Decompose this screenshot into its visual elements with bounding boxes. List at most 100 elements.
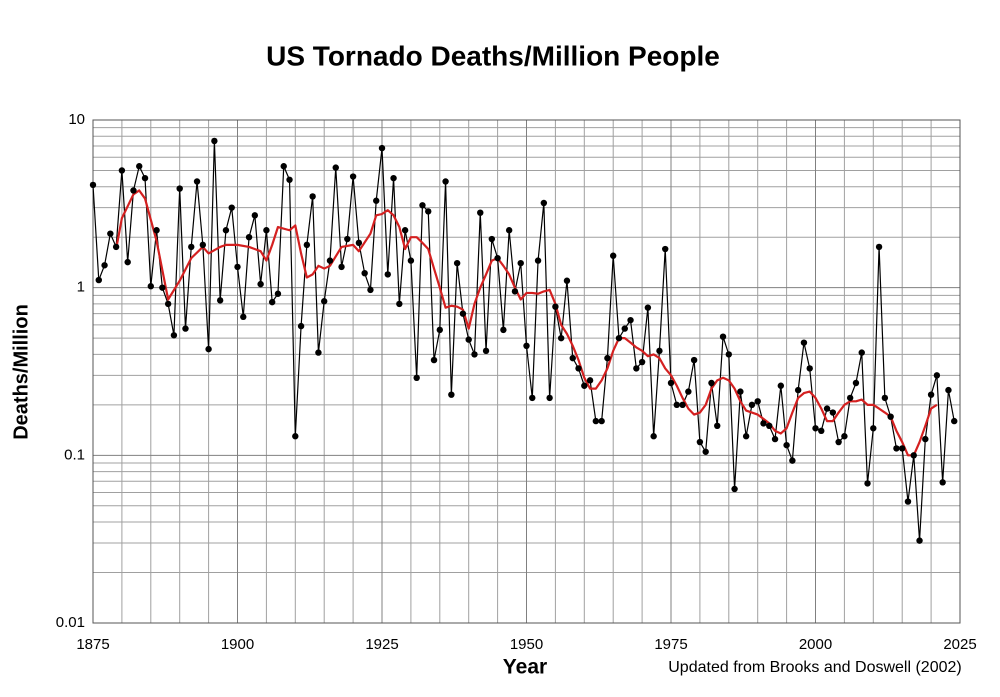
data-point <box>511 288 519 295</box>
x-tick-label: 2025 <box>943 636 976 653</box>
data-point <box>101 262 108 269</box>
data-point <box>893 445 900 452</box>
data-point <box>413 374 420 382</box>
data-point <box>841 433 848 440</box>
data-point <box>188 243 195 251</box>
data-point <box>829 409 837 416</box>
data-point <box>274 290 282 297</box>
data-point <box>939 479 946 486</box>
data-point <box>349 173 357 180</box>
data-point <box>494 254 501 262</box>
data-point <box>812 425 819 432</box>
data-point <box>708 379 715 387</box>
data-point <box>575 365 582 372</box>
data-point <box>904 498 912 505</box>
data-point <box>922 435 929 443</box>
data-point <box>159 284 166 291</box>
data-point <box>899 445 906 452</box>
data-point <box>471 351 478 358</box>
data-point <box>783 441 790 449</box>
data-point <box>760 420 767 427</box>
data-point <box>517 259 524 267</box>
data-point <box>858 349 865 356</box>
data-point <box>696 438 704 446</box>
data-line <box>92 140 955 542</box>
data-point <box>789 457 796 464</box>
x-tick-label: 1975 <box>654 636 687 653</box>
data-point <box>170 332 178 339</box>
data-point <box>818 427 825 435</box>
data-point <box>303 241 311 249</box>
data-point <box>245 233 253 241</box>
data-point <box>193 178 201 185</box>
data-point <box>211 137 218 145</box>
data-point <box>650 433 657 440</box>
data-point <box>176 185 183 192</box>
data-point <box>569 354 576 362</box>
data-point <box>321 298 328 305</box>
data-point <box>748 401 756 409</box>
y-tick-label: 1 <box>77 279 85 296</box>
data-point <box>136 163 143 170</box>
data-point <box>846 394 854 402</box>
data-point <box>742 433 750 440</box>
x-tick-label: 1925 <box>365 636 398 653</box>
data-point <box>702 448 709 455</box>
data-point <box>107 230 114 237</box>
data-point <box>448 391 455 398</box>
data-point <box>529 394 536 402</box>
data-point <box>361 269 368 277</box>
data-point <box>309 193 316 200</box>
data-point <box>592 417 600 425</box>
data-point <box>916 537 923 544</box>
data-point <box>615 334 623 342</box>
data-point <box>367 286 374 294</box>
data-point <box>338 263 345 271</box>
data-point <box>401 227 409 234</box>
data-point <box>685 388 692 395</box>
data-point <box>604 354 611 362</box>
data-point <box>482 347 490 355</box>
smoothed-line <box>115 189 938 457</box>
y-tick-label: 0.1 <box>64 446 85 463</box>
data-point <box>488 235 496 243</box>
data-point <box>881 394 889 402</box>
data-point <box>679 401 686 409</box>
data-point <box>89 181 97 189</box>
y-axis-label: Deaths/Million <box>10 304 32 440</box>
data-point <box>500 326 507 334</box>
data-point <box>754 398 761 405</box>
data-point <box>662 245 669 253</box>
data-point <box>344 235 351 243</box>
data-point <box>523 342 530 350</box>
data-point <box>153 227 160 234</box>
data-point <box>586 377 594 384</box>
data-point <box>130 187 137 194</box>
data-point <box>453 259 461 267</box>
data-point <box>870 425 877 432</box>
data-point <box>419 202 426 209</box>
data-point <box>407 257 415 264</box>
data-point <box>852 379 860 387</box>
annotation: Updated from Brooks and Doswell (2002) <box>668 659 961 676</box>
data-point <box>222 227 230 234</box>
data-point <box>297 322 305 330</box>
data-point <box>141 174 149 182</box>
data-point <box>656 347 663 355</box>
data-point <box>766 422 773 430</box>
data-point <box>673 401 680 409</box>
x-tick-label: 2000 <box>799 636 832 653</box>
chart-title: US Tornado Deaths/Million People <box>266 40 720 71</box>
data-point <box>627 316 634 324</box>
data-point <box>725 351 732 358</box>
plot-frame <box>92 119 961 624</box>
data-point <box>396 300 403 308</box>
data-point <box>771 435 779 443</box>
data-point <box>737 388 744 395</box>
data-point <box>835 438 842 446</box>
data-point <box>477 209 484 216</box>
data-point <box>216 297 224 304</box>
data-point <box>164 300 172 308</box>
y-tick-label: 10 <box>68 111 85 128</box>
